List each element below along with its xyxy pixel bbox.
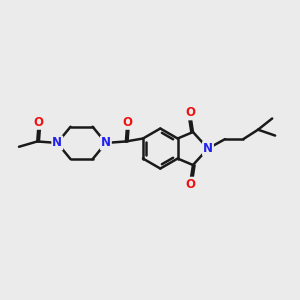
Text: O: O: [185, 178, 195, 191]
Text: O: O: [185, 106, 195, 119]
Text: O: O: [122, 116, 132, 129]
Text: N: N: [52, 136, 62, 149]
Text: N: N: [101, 136, 111, 149]
Text: N: N: [203, 142, 213, 155]
Text: O: O: [34, 116, 44, 129]
